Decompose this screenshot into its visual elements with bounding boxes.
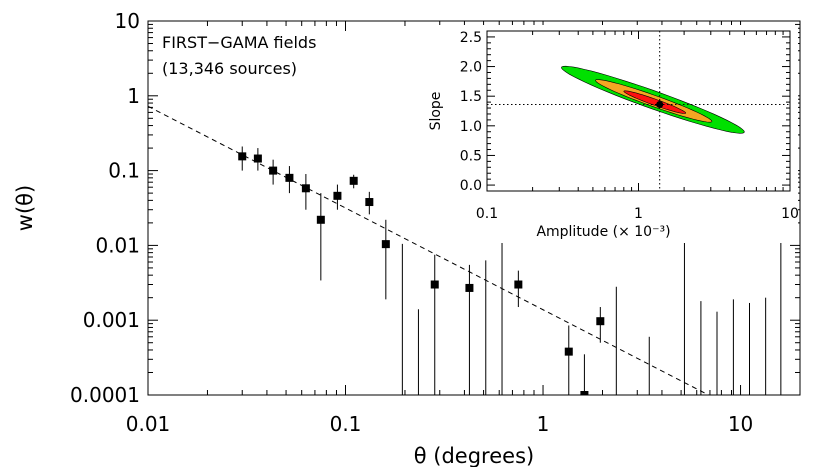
y-tick-label: 10 (115, 9, 140, 33)
data-point (253, 154, 262, 163)
data-point (564, 347, 573, 356)
x-axis-label: θ (degrees) (414, 444, 534, 467)
y-tick-label: 0.1 (108, 159, 140, 183)
data-point (301, 184, 310, 193)
x-tick-label: 0.01 (126, 412, 171, 436)
y-tick-label: 0.001 (83, 308, 140, 332)
data-point (349, 176, 358, 185)
data-point (333, 191, 342, 200)
inset-y-tick-label: 2.0 (460, 60, 482, 76)
x-tick-label: 1 (537, 412, 550, 436)
chart-annotation: FIRST−GAMA fields (162, 33, 316, 52)
confidence-contour-inner (623, 90, 687, 114)
best-fit-point (656, 100, 664, 108)
inset-plot: 0.1 1 10 0.0 0.5 1.0 1.5 2.0 2.5 Amplitude (× 10⁻… (415, 25, 799, 243)
y-tick-label: 0.01 (95, 233, 140, 257)
inset-x-tick-label: 10 (781, 206, 799, 222)
inset-y-tick-label: 0.0 (460, 178, 482, 194)
data-point (465, 283, 474, 292)
inset-x-tick-label: 1 (634, 206, 643, 222)
inset-y-tick-label: 1.5 (460, 89, 482, 105)
data-point (381, 240, 390, 249)
data-point (285, 173, 294, 182)
inset-y-tick-label: 2.5 (460, 30, 482, 46)
x-tick-label: 0.1 (330, 412, 362, 436)
y-tick-label: 1 (127, 84, 140, 108)
data-point (238, 152, 247, 161)
chart-annotation: (13,346 sources) (162, 59, 297, 78)
inset-y-axis-label: Slope (428, 92, 444, 131)
data-point (316, 215, 325, 224)
inset-y-tick-label: 0.5 (460, 148, 482, 164)
data-point (430, 280, 439, 289)
data-point (365, 198, 374, 207)
data-point (580, 391, 589, 395)
y-axis-label: w(θ) (13, 185, 37, 231)
inset-y-tick-label: 1.0 (460, 119, 482, 135)
main-axes-frame (147, 20, 801, 396)
inset-background (415, 25, 798, 243)
data-point (514, 280, 523, 289)
y-tick-label: 0.0001 (70, 383, 140, 407)
x-tick-label: 10 (728, 412, 753, 436)
data-point (596, 317, 605, 326)
inset-x-axis-label: Amplitude (× 10⁻³) (536, 224, 670, 240)
data-point (269, 166, 278, 175)
inset-x-tick-label: 0.1 (476, 206, 498, 222)
